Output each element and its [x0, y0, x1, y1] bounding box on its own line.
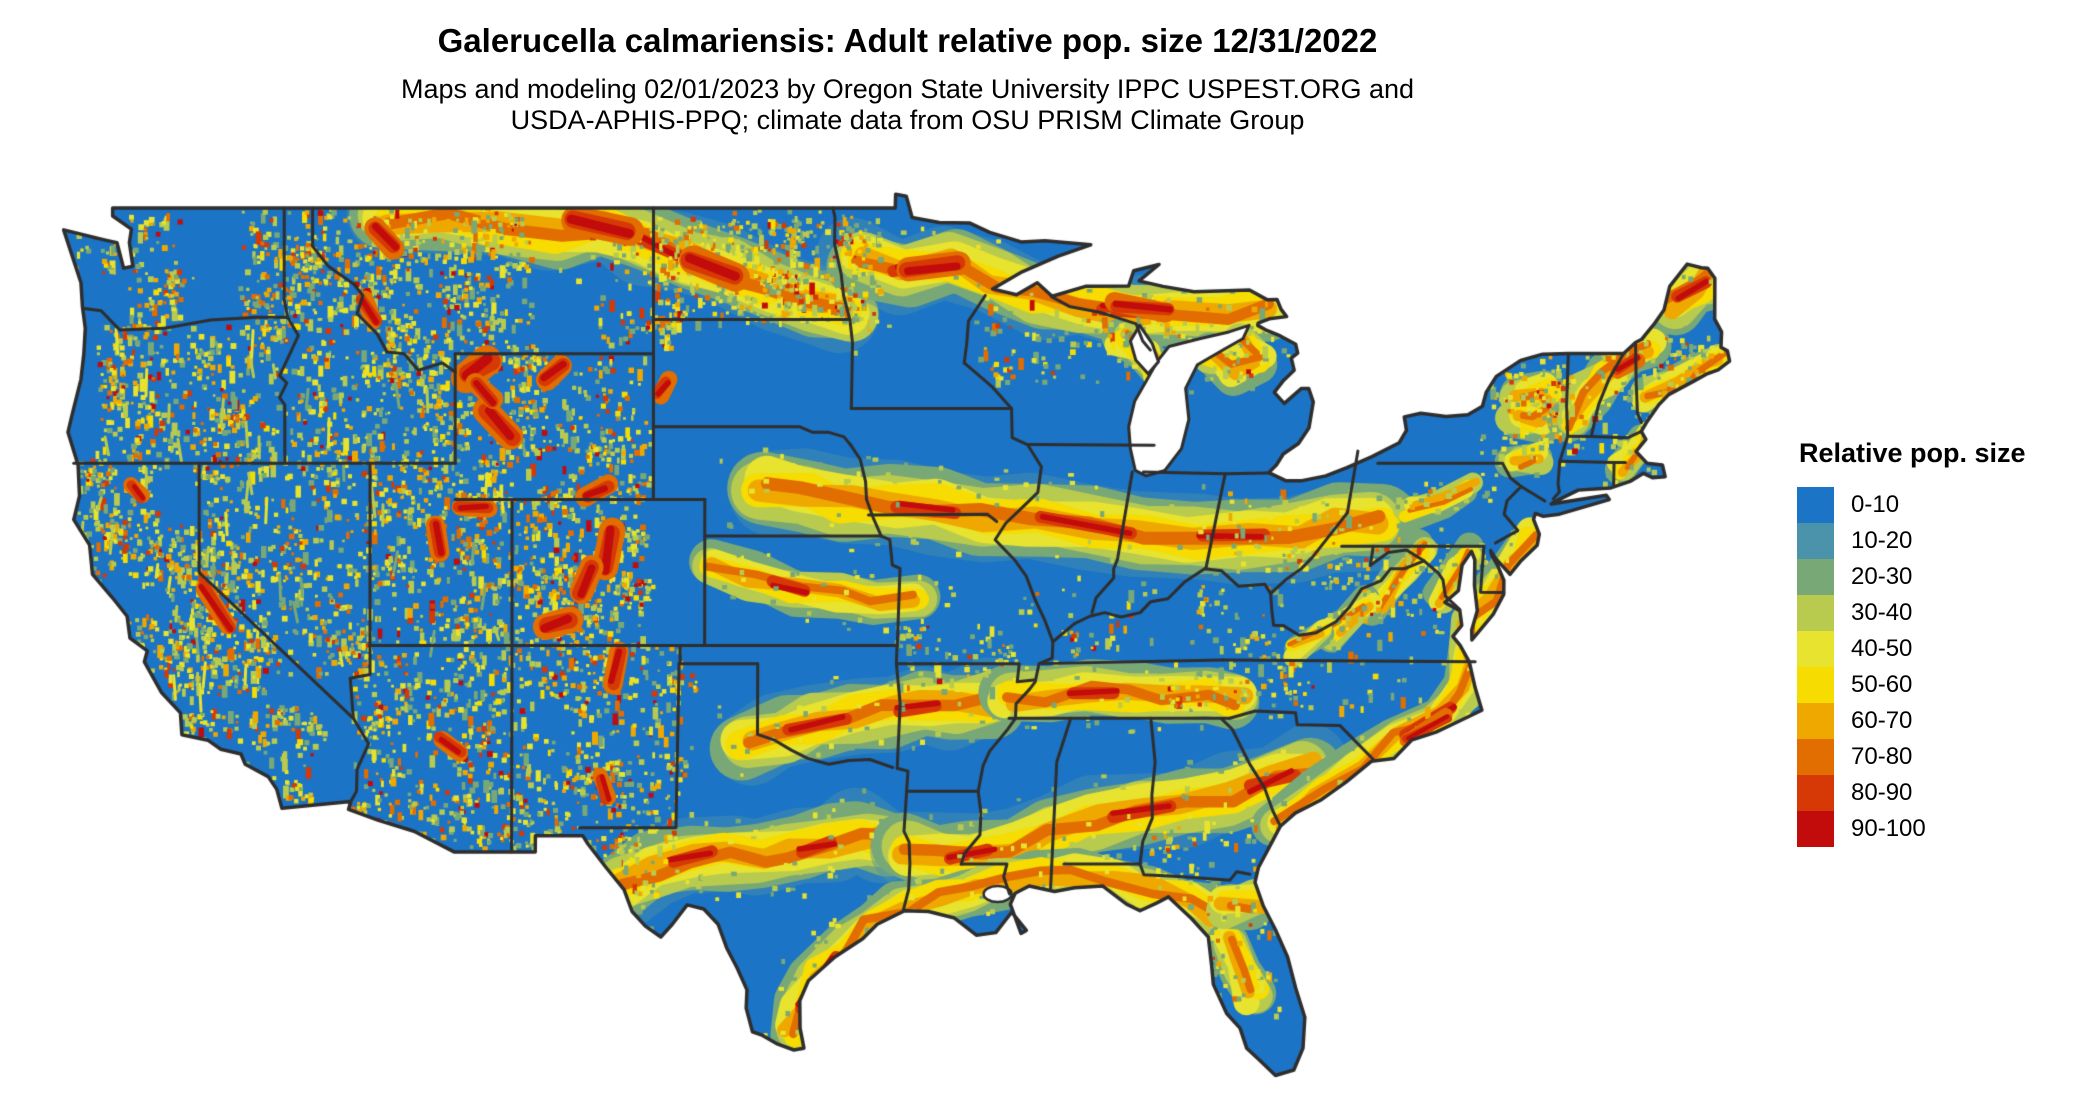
- legend: Relative pop. size 0-10 10-20 20-30 30-40 40…: [1797, 438, 2097, 847]
- legend-item: 30-40: [1797, 595, 2097, 631]
- legend-item: 60-70: [1797, 703, 2097, 739]
- legend-swatch: [1797, 559, 1834, 595]
- legend-item: 0-10: [1797, 487, 2097, 523]
- legend-label: 60-70: [1851, 707, 1913, 734]
- legend-swatch: [1797, 775, 1834, 811]
- legend-swatch: [1797, 487, 1834, 523]
- legend-title: Relative pop. size: [1799, 438, 2026, 468]
- legend-label: 80-90: [1851, 779, 1913, 806]
- legend-label: 50-60: [1851, 671, 1913, 698]
- legend-swatch: [1797, 739, 1834, 775]
- legend-swatch: [1797, 703, 1834, 739]
- legend-rows: 0-10 10-20 20-30 30-40 40-50 50-60 60-70 70-80 8…: [1797, 487, 2097, 847]
- legend-label: 20-30: [1851, 563, 1913, 590]
- legend-swatch: [1797, 595, 1834, 631]
- legend-item: 40-50: [1797, 631, 2097, 667]
- legend-swatch: [1797, 631, 1834, 667]
- legend-swatch: [1797, 523, 1834, 559]
- legend-item: 90-100: [1797, 811, 2097, 847]
- legend-item: 20-30: [1797, 559, 2097, 595]
- legend-label: 30-40: [1851, 599, 1913, 626]
- legend-label: 90-100: [1851, 815, 1926, 842]
- legend-item: 80-90: [1797, 775, 2097, 811]
- legend-label: 0-10: [1851, 491, 1900, 518]
- legend-item: 50-60: [1797, 667, 2097, 703]
- legend-label: 40-50: [1851, 635, 1913, 662]
- legend-swatch: [1797, 811, 1834, 847]
- legend-label: 70-80: [1851, 743, 1913, 770]
- legend-label: 10-20: [1851, 527, 1913, 554]
- legend-swatch: [1797, 667, 1834, 703]
- legend-item: 10-20: [1797, 523, 2097, 559]
- legend-item: 70-80: [1797, 739, 2097, 775]
